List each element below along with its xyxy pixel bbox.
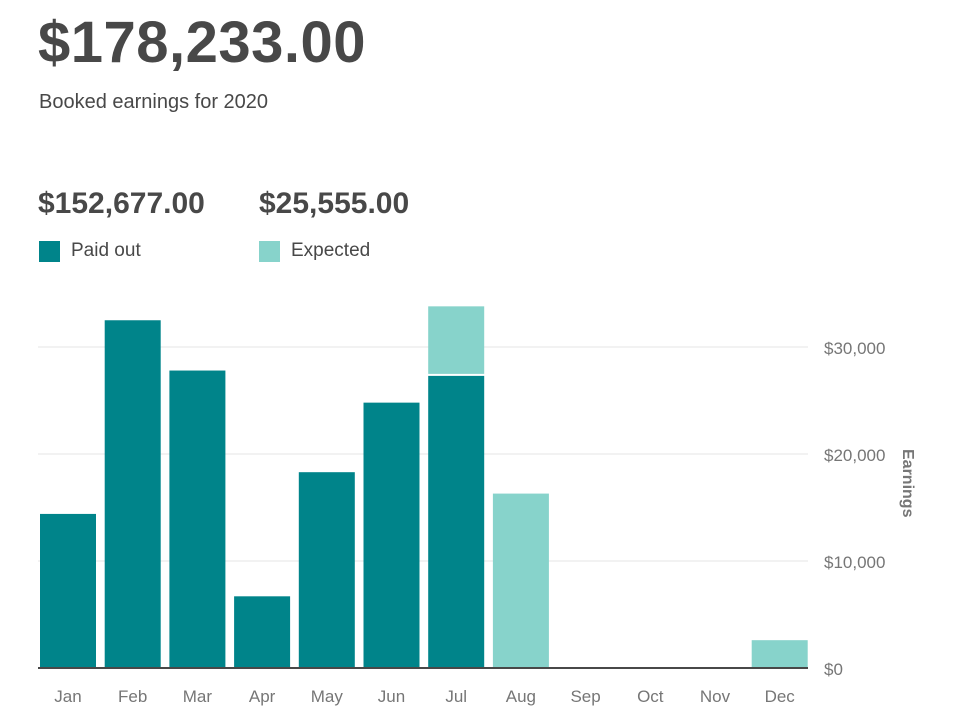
legend-expected[interactable]: Expected bbox=[259, 240, 370, 262]
expected-amount: $25,555.00 bbox=[259, 187, 410, 220]
bar-feb-paid bbox=[104, 320, 161, 668]
bar-aug-expected bbox=[492, 493, 549, 668]
x-tick-label: Sep bbox=[570, 687, 600, 706]
x-tick-label: Jan bbox=[54, 687, 81, 706]
paid-out-amount: $152,677.00 bbox=[38, 187, 205, 220]
bar-mar-paid bbox=[169, 370, 226, 668]
x-tick-label: Nov bbox=[700, 687, 731, 706]
x-tick-label: Jul bbox=[445, 687, 467, 706]
y-tick-label: $10,000 bbox=[824, 553, 885, 572]
bar-dec-expected bbox=[751, 640, 808, 668]
y-tick-label: $0 bbox=[824, 660, 843, 679]
bar-jul-expected bbox=[428, 306, 485, 374]
bars bbox=[40, 306, 808, 668]
bar-may-paid bbox=[298, 472, 355, 668]
axes: $0 $10,000 $20,000 $30,000 Earnings Jan Feb Mar… bbox=[38, 339, 916, 706]
y-axis-title: Earnings bbox=[899, 449, 916, 518]
legend-paid-out[interactable]: Paid out bbox=[39, 240, 141, 262]
x-tick-label: Aug bbox=[506, 687, 536, 706]
paid-out-swatch bbox=[39, 240, 60, 262]
bar-jun-paid bbox=[363, 402, 420, 668]
total-earnings: $178,233.00 bbox=[38, 10, 367, 75]
bar-apr-paid bbox=[234, 596, 291, 668]
x-tick-label: Jun bbox=[378, 687, 405, 706]
bar-jan-paid bbox=[40, 513, 96, 668]
x-tick-label: Oct bbox=[637, 687, 664, 706]
bar-jul-paid bbox=[428, 375, 485, 668]
x-tick-label: Feb bbox=[118, 687, 147, 706]
x-tick-label: Apr bbox=[249, 687, 276, 706]
y-tick-label: $30,000 bbox=[824, 339, 885, 358]
legend-paid-out-label: Paid out bbox=[71, 240, 141, 261]
earnings-bar-chart: $0 $10,000 $20,000 $30,000 Earnings Jan Feb Mar… bbox=[38, 306, 916, 706]
x-tick-label: Mar bbox=[183, 687, 213, 706]
x-tick-label: May bbox=[311, 687, 344, 706]
x-tick-label: Dec bbox=[765, 687, 796, 706]
y-tick-label: $20,000 bbox=[824, 446, 885, 465]
earnings-subtitle: Booked earnings for 2020 bbox=[39, 91, 269, 113]
grid-lines bbox=[38, 346, 808, 562]
expected-swatch bbox=[259, 240, 280, 262]
legend-expected-label: Expected bbox=[291, 240, 371, 261]
